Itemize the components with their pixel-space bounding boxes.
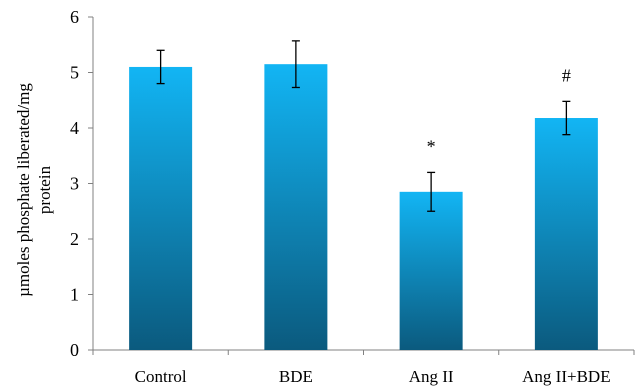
x-category-label: Control: [135, 367, 187, 386]
bar: [534, 118, 598, 350]
significance-marker: *: [427, 136, 436, 156]
y-axis-title-line-1: µmoles phosphate liberated/mg: [14, 83, 33, 297]
bar: [399, 191, 463, 350]
bar: [129, 66, 193, 350]
x-category-label: Ang II: [409, 367, 454, 386]
y-tick-label: 2: [70, 229, 79, 249]
x-category-label: Ang II+BDE: [522, 367, 610, 386]
y-tick-label: 6: [70, 7, 79, 27]
plot-area: 0 1 2 3 4 5 6 Control BDE * Ang II # Ang II+BDE: [70, 7, 635, 386]
bar: [264, 64, 328, 351]
y-tick-label: 3: [70, 174, 79, 194]
significance-marker: #: [562, 65, 571, 85]
x-category-label: BDE: [279, 367, 313, 386]
y-axis-title-line-2: protein: [35, 165, 54, 214]
y-tick-label: 5: [70, 63, 79, 83]
y-axis-title: µmoles phosphate liberated/mg protein: [14, 83, 54, 297]
y-tick-label: 4: [70, 118, 79, 138]
y-tick-label: 0: [70, 340, 79, 360]
y-tick-label: 1: [70, 285, 79, 305]
